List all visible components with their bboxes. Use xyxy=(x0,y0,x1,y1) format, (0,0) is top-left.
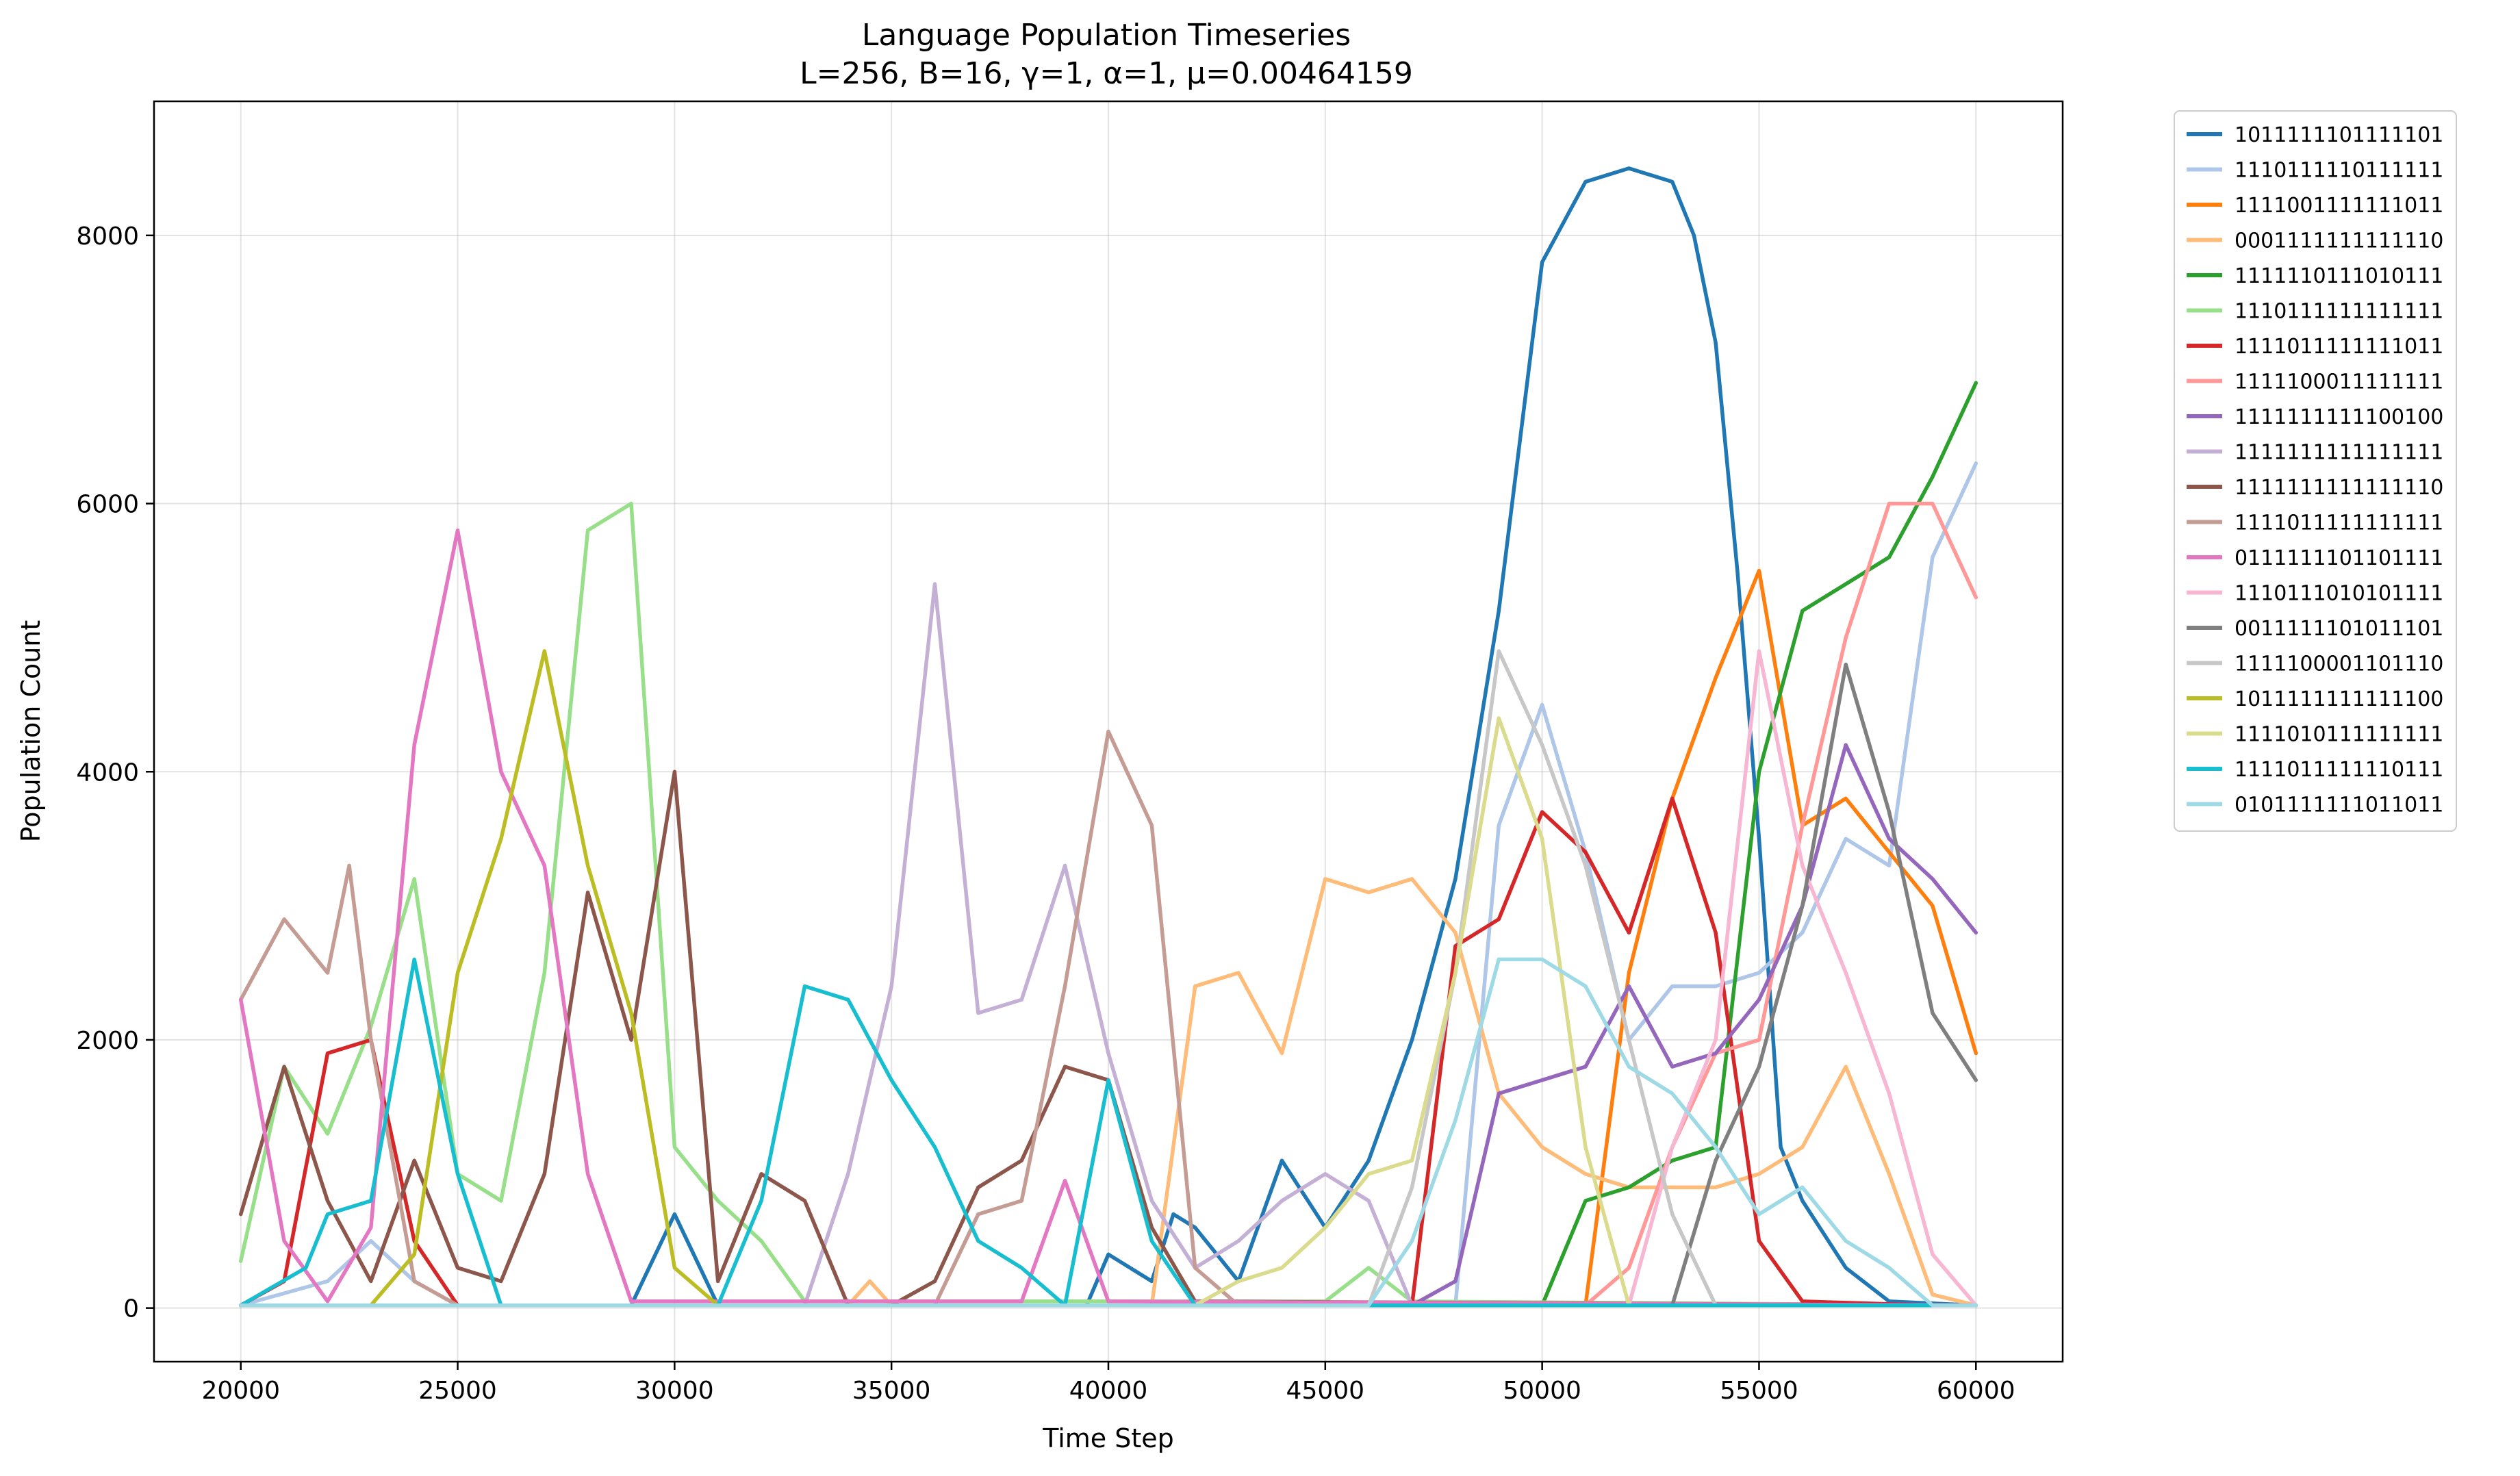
legend-frame xyxy=(2174,110,2457,832)
legend-entry-12: 0111111101101111 xyxy=(2235,546,2443,570)
legend-entry-17: 1111010111111111 xyxy=(2235,723,2443,747)
series-line-11 xyxy=(238,729,1978,1308)
legend-entry-18: 1111011111110111 xyxy=(2235,758,2443,782)
legend-entry-5: 1110111111111111 xyxy=(2235,300,2443,324)
legend-entry-2: 1111001111111011 xyxy=(2235,194,2443,218)
y-tick-label: 2000 xyxy=(76,1027,139,1055)
legend-entry-13: 1110111010101111 xyxy=(2235,582,2443,606)
x-tick-label: 60000 xyxy=(1937,1377,2015,1405)
legend-entry-15: 1111100001101110 xyxy=(2235,652,2443,676)
series-line-7 xyxy=(238,501,1978,1308)
legend-entry-4: 1111110111010111 xyxy=(2235,264,2443,288)
legend-entry-10: 1111111111111110 xyxy=(2235,476,2443,500)
series-line-19 xyxy=(238,957,1978,1308)
series-line-17 xyxy=(238,716,1978,1308)
legend-entry-11: 1111011111111111 xyxy=(2235,511,2443,535)
y-axis-ticks: 0 2000 4000 6000 8000 xyxy=(76,222,154,1323)
series-line-5 xyxy=(238,501,1978,1308)
legend: 1011111101111101 1110111110111111 11110011… xyxy=(2174,110,2457,832)
series-line-13 xyxy=(238,649,1978,1308)
series-line-4 xyxy=(238,381,1978,1308)
series-line-0 xyxy=(238,166,1978,1308)
legend-entry-6: 1111011111111011 xyxy=(2235,335,2443,359)
series-line-18 xyxy=(238,957,1978,1308)
x-tick-label: 35000 xyxy=(852,1377,931,1405)
legend-entry-8: 1111111111100100 xyxy=(2235,405,2443,429)
series-line-12 xyxy=(238,528,1978,1308)
x-tick-label: 20000 xyxy=(201,1377,280,1405)
series-line-9 xyxy=(238,582,1978,1308)
chart-subtitle: L=256, B=16, γ=1, α=1, μ=0.00464159 xyxy=(800,56,1413,91)
x-tick-label: 45000 xyxy=(1286,1377,1365,1405)
legend-entry-3: 0001111111111110 xyxy=(2235,229,2443,253)
series-line-16 xyxy=(238,649,1978,1308)
x-axis-label: Time Step xyxy=(1042,1423,1174,1453)
series-line-15 xyxy=(238,649,1978,1308)
chart-title: Language Population Timeseries xyxy=(862,18,1351,53)
y-axis-label: Population Count xyxy=(16,620,46,843)
x-tick-label: 50000 xyxy=(1503,1377,1581,1405)
series-line-10 xyxy=(238,769,1978,1308)
series-line-8 xyxy=(238,743,1978,1308)
legend-entry-19: 0101111111011011 xyxy=(2235,793,2443,817)
x-tick-label: 55000 xyxy=(1720,1377,1798,1405)
x-tick-label: 30000 xyxy=(635,1377,714,1405)
x-tick-label: 25000 xyxy=(418,1377,497,1405)
x-axis-ticks: 20000 25000 30000 35000 40000 45000 50000 55000… xyxy=(201,1362,2015,1405)
y-tick-label: 8000 xyxy=(76,222,139,251)
series-line-14 xyxy=(238,662,1978,1308)
legend-entry-9: 1111111111111111 xyxy=(2235,441,2443,465)
legend-entry-14: 0011111101011101 xyxy=(2235,617,2443,641)
legend-entry-16: 1011111111111100 xyxy=(2235,687,2443,711)
y-tick-label: 6000 xyxy=(76,491,139,519)
legend-entry-0: 1011111101111101 xyxy=(2235,123,2443,147)
series-layer xyxy=(238,166,1978,1308)
x-tick-label: 40000 xyxy=(1069,1377,1148,1405)
y-tick-label: 0 xyxy=(123,1295,139,1323)
legend-entry-1: 1110111110111111 xyxy=(2235,159,2443,183)
y-tick-label: 4000 xyxy=(76,759,139,787)
legend-entry-7: 1111100011111111 xyxy=(2235,370,2443,394)
